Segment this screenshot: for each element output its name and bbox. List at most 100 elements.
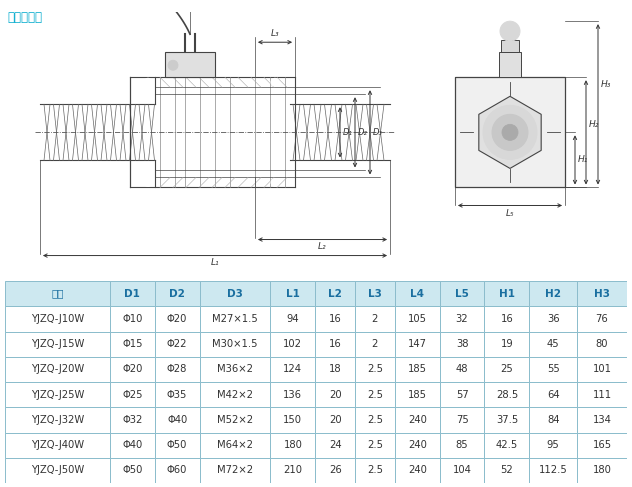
Text: 37.5: 37.5 <box>495 415 518 425</box>
Bar <box>110 382 155 407</box>
Text: H₃: H₃ <box>601 80 611 89</box>
Circle shape <box>271 78 279 86</box>
Bar <box>110 407 155 432</box>
Bar <box>200 458 270 483</box>
Text: 48: 48 <box>456 364 468 375</box>
Bar <box>315 432 355 458</box>
Bar <box>315 306 355 332</box>
Text: 18: 18 <box>329 364 341 375</box>
Bar <box>110 332 155 357</box>
Text: M72×2: M72×2 <box>217 466 253 475</box>
Text: Φ50: Φ50 <box>167 440 187 450</box>
Text: Φ20: Φ20 <box>167 314 187 324</box>
Bar <box>355 432 395 458</box>
Text: D₁: D₁ <box>343 128 353 137</box>
Bar <box>200 382 270 407</box>
Bar <box>395 432 440 458</box>
Text: M52×2: M52×2 <box>217 415 253 425</box>
Bar <box>110 458 155 483</box>
Text: 112.5: 112.5 <box>539 466 568 475</box>
Bar <box>155 458 200 483</box>
Text: 2: 2 <box>372 339 378 349</box>
Text: H₂: H₂ <box>589 120 599 129</box>
Bar <box>530 357 577 382</box>
Text: 105: 105 <box>408 314 427 324</box>
Bar <box>530 306 577 332</box>
Text: D3: D3 <box>227 289 243 299</box>
Bar <box>5 306 110 332</box>
Bar <box>165 52 215 77</box>
Bar <box>5 382 110 407</box>
Text: 124: 124 <box>283 364 302 375</box>
Bar <box>440 281 485 306</box>
Text: 16: 16 <box>329 339 341 349</box>
Text: Φ22: Φ22 <box>167 339 188 349</box>
Text: 16: 16 <box>329 314 341 324</box>
Text: 2: 2 <box>372 314 378 324</box>
Bar <box>270 458 315 483</box>
Text: 85: 85 <box>456 440 468 450</box>
Text: M30×1.5: M30×1.5 <box>212 339 258 349</box>
Text: 75: 75 <box>456 415 468 425</box>
Text: D2: D2 <box>169 289 185 299</box>
Bar <box>5 332 110 357</box>
Bar <box>270 332 315 357</box>
Text: M27×1.5: M27×1.5 <box>212 314 258 324</box>
Text: L₁: L₁ <box>210 258 219 267</box>
Bar <box>355 357 395 382</box>
Bar <box>395 332 440 357</box>
Text: 45: 45 <box>547 339 559 349</box>
Text: 20: 20 <box>329 390 341 400</box>
Text: 94: 94 <box>286 314 299 324</box>
Text: L1: L1 <box>286 289 300 299</box>
Bar <box>395 458 440 483</box>
Text: 104: 104 <box>453 466 471 475</box>
Bar <box>485 407 530 432</box>
Polygon shape <box>479 96 541 169</box>
Text: Φ28: Φ28 <box>167 364 187 375</box>
Bar <box>485 332 530 357</box>
Bar <box>577 357 627 382</box>
Bar <box>200 357 270 382</box>
Bar <box>440 458 485 483</box>
Text: 210: 210 <box>283 466 302 475</box>
Bar <box>5 432 110 458</box>
Bar <box>577 432 627 458</box>
Bar <box>395 357 440 382</box>
Bar <box>5 407 110 432</box>
Bar <box>200 281 270 306</box>
Text: YJZQ-J50W: YJZQ-J50W <box>31 466 84 475</box>
Bar <box>200 306 270 332</box>
Text: 180: 180 <box>593 466 611 475</box>
Bar <box>485 306 530 332</box>
Text: 2.5: 2.5 <box>367 466 383 475</box>
Bar <box>155 332 200 357</box>
Text: D₂: D₂ <box>358 128 368 137</box>
Bar <box>530 281 577 306</box>
Text: 240: 240 <box>408 440 427 450</box>
Bar <box>110 432 155 458</box>
Bar <box>270 382 315 407</box>
Circle shape <box>168 60 178 70</box>
Text: L5: L5 <box>455 289 469 299</box>
Text: D1: D1 <box>125 289 140 299</box>
Text: 2.5: 2.5 <box>367 440 383 450</box>
Text: 102: 102 <box>283 339 302 349</box>
Text: 52: 52 <box>501 466 513 475</box>
Text: 2.5: 2.5 <box>367 364 383 375</box>
Bar <box>5 281 110 306</box>
Bar <box>530 458 577 483</box>
Text: 20: 20 <box>329 415 341 425</box>
Text: 25: 25 <box>501 364 513 375</box>
Text: Φ35: Φ35 <box>167 390 187 400</box>
Bar <box>355 332 395 357</box>
Text: L₃: L₃ <box>270 29 279 37</box>
Text: 36: 36 <box>547 314 559 324</box>
Bar <box>200 332 270 357</box>
Text: YJZQ-J32W: YJZQ-J32W <box>31 415 84 425</box>
Bar <box>499 52 521 77</box>
Text: 150: 150 <box>283 415 302 425</box>
Circle shape <box>483 105 537 159</box>
Bar <box>200 407 270 432</box>
Text: YJZQ-J10W: YJZQ-J10W <box>31 314 84 324</box>
